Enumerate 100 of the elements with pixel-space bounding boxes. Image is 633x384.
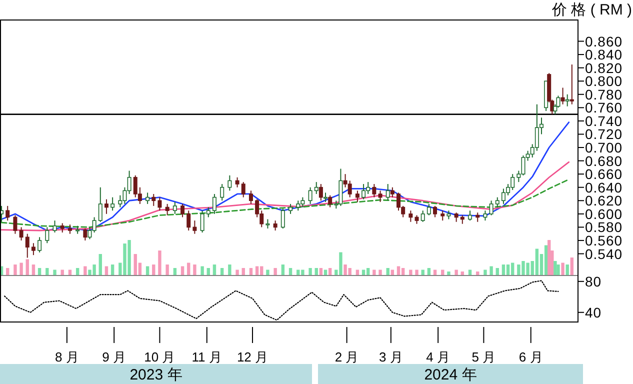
candlestick <box>476 212 480 222</box>
bar <box>554 261 557 275</box>
candlestick <box>6 205 10 222</box>
bar <box>228 264 232 275</box>
candlestick <box>266 218 270 230</box>
candlestick <box>280 208 285 230</box>
bar <box>502 264 506 275</box>
bar <box>415 270 418 275</box>
bar <box>328 268 332 275</box>
candlestick <box>378 190 382 202</box>
bar <box>38 268 42 275</box>
bar <box>200 266 204 275</box>
y-tick-label: 40 <box>585 304 602 320</box>
bar <box>98 254 102 275</box>
bar <box>60 270 64 275</box>
bar <box>366 268 370 275</box>
candlestick <box>180 203 185 218</box>
x-tick-label: 6 月 <box>518 350 543 364</box>
candlestick <box>165 203 170 216</box>
candlestick <box>426 203 431 216</box>
candlestick <box>98 186 102 222</box>
bar <box>548 240 551 275</box>
candlestick <box>45 226 50 244</box>
bar <box>372 270 376 275</box>
bar <box>506 264 510 275</box>
bar <box>314 268 318 275</box>
candlestick <box>489 200 494 216</box>
bar <box>496 268 499 275</box>
bar <box>421 270 424 275</box>
bar <box>110 264 114 275</box>
candlestick <box>13 214 18 234</box>
x-tick-label: 4 月 <box>426 350 450 364</box>
x-tick-label: 10 月 <box>144 350 176 364</box>
x-tick-label: 5 月 <box>472 350 496 364</box>
candlestick <box>31 242 36 256</box>
candlestick <box>355 190 360 202</box>
bar <box>146 266 150 275</box>
bar <box>401 268 405 275</box>
bar <box>409 270 412 275</box>
bar <box>308 268 312 275</box>
candlestick <box>420 210 425 222</box>
bar <box>535 248 539 275</box>
candlestick <box>495 196 500 208</box>
bar <box>236 270 239 275</box>
bar <box>274 268 277 275</box>
bar <box>281 264 285 275</box>
candlestick <box>390 186 394 198</box>
bar <box>288 268 292 275</box>
x-tick-label: 3 月 <box>378 350 403 364</box>
candlestick <box>118 194 122 208</box>
bar <box>356 270 360 275</box>
text: 2023 年 <box>130 366 182 384</box>
bar <box>266 270 270 275</box>
candlestick <box>52 220 57 233</box>
candlestick <box>318 184 323 202</box>
bar <box>255 266 259 275</box>
bar <box>362 270 366 275</box>
candlestick <box>372 184 376 198</box>
y-axis-title: 价 格 ( RM ) <box>551 2 632 18</box>
y-tick-label: 0.720 <box>585 126 623 142</box>
bar <box>490 266 493 275</box>
bar <box>220 268 224 275</box>
bar <box>104 266 108 275</box>
bar <box>187 262 190 275</box>
x-tick-label: 12 月 <box>236 350 268 364</box>
candlestick <box>241 182 246 198</box>
candlestick <box>273 220 278 232</box>
bar <box>158 250 162 275</box>
candlestick <box>235 176 240 188</box>
bar <box>53 270 56 275</box>
candlestick <box>158 196 162 212</box>
bar <box>484 270 487 275</box>
bar <box>556 264 560 275</box>
bar <box>324 270 328 275</box>
bar <box>206 268 210 275</box>
bar <box>460 272 464 275</box>
candlestick <box>296 200 300 212</box>
candlestick <box>200 210 204 233</box>
candlestick <box>348 180 352 198</box>
bar <box>476 272 480 275</box>
candlestick <box>104 198 108 214</box>
bar <box>441 270 444 275</box>
candlestick <box>433 205 438 218</box>
bar <box>468 270 472 275</box>
bar <box>166 264 169 275</box>
bar <box>510 262 514 275</box>
bar <box>193 264 196 275</box>
bar <box>319 268 323 275</box>
text: 2024 年 <box>424 366 477 384</box>
candlestick <box>110 196 115 212</box>
y-tick-label: 0.680 <box>585 152 623 169</box>
candlestick <box>328 194 332 208</box>
candlestick <box>186 210 191 232</box>
candlestick <box>565 94 570 107</box>
candlestick <box>212 193 216 214</box>
candlestick <box>152 193 156 206</box>
line-series <box>0 161 570 232</box>
candlestick <box>288 203 293 214</box>
bar <box>249 268 253 275</box>
candlestick <box>68 224 72 234</box>
